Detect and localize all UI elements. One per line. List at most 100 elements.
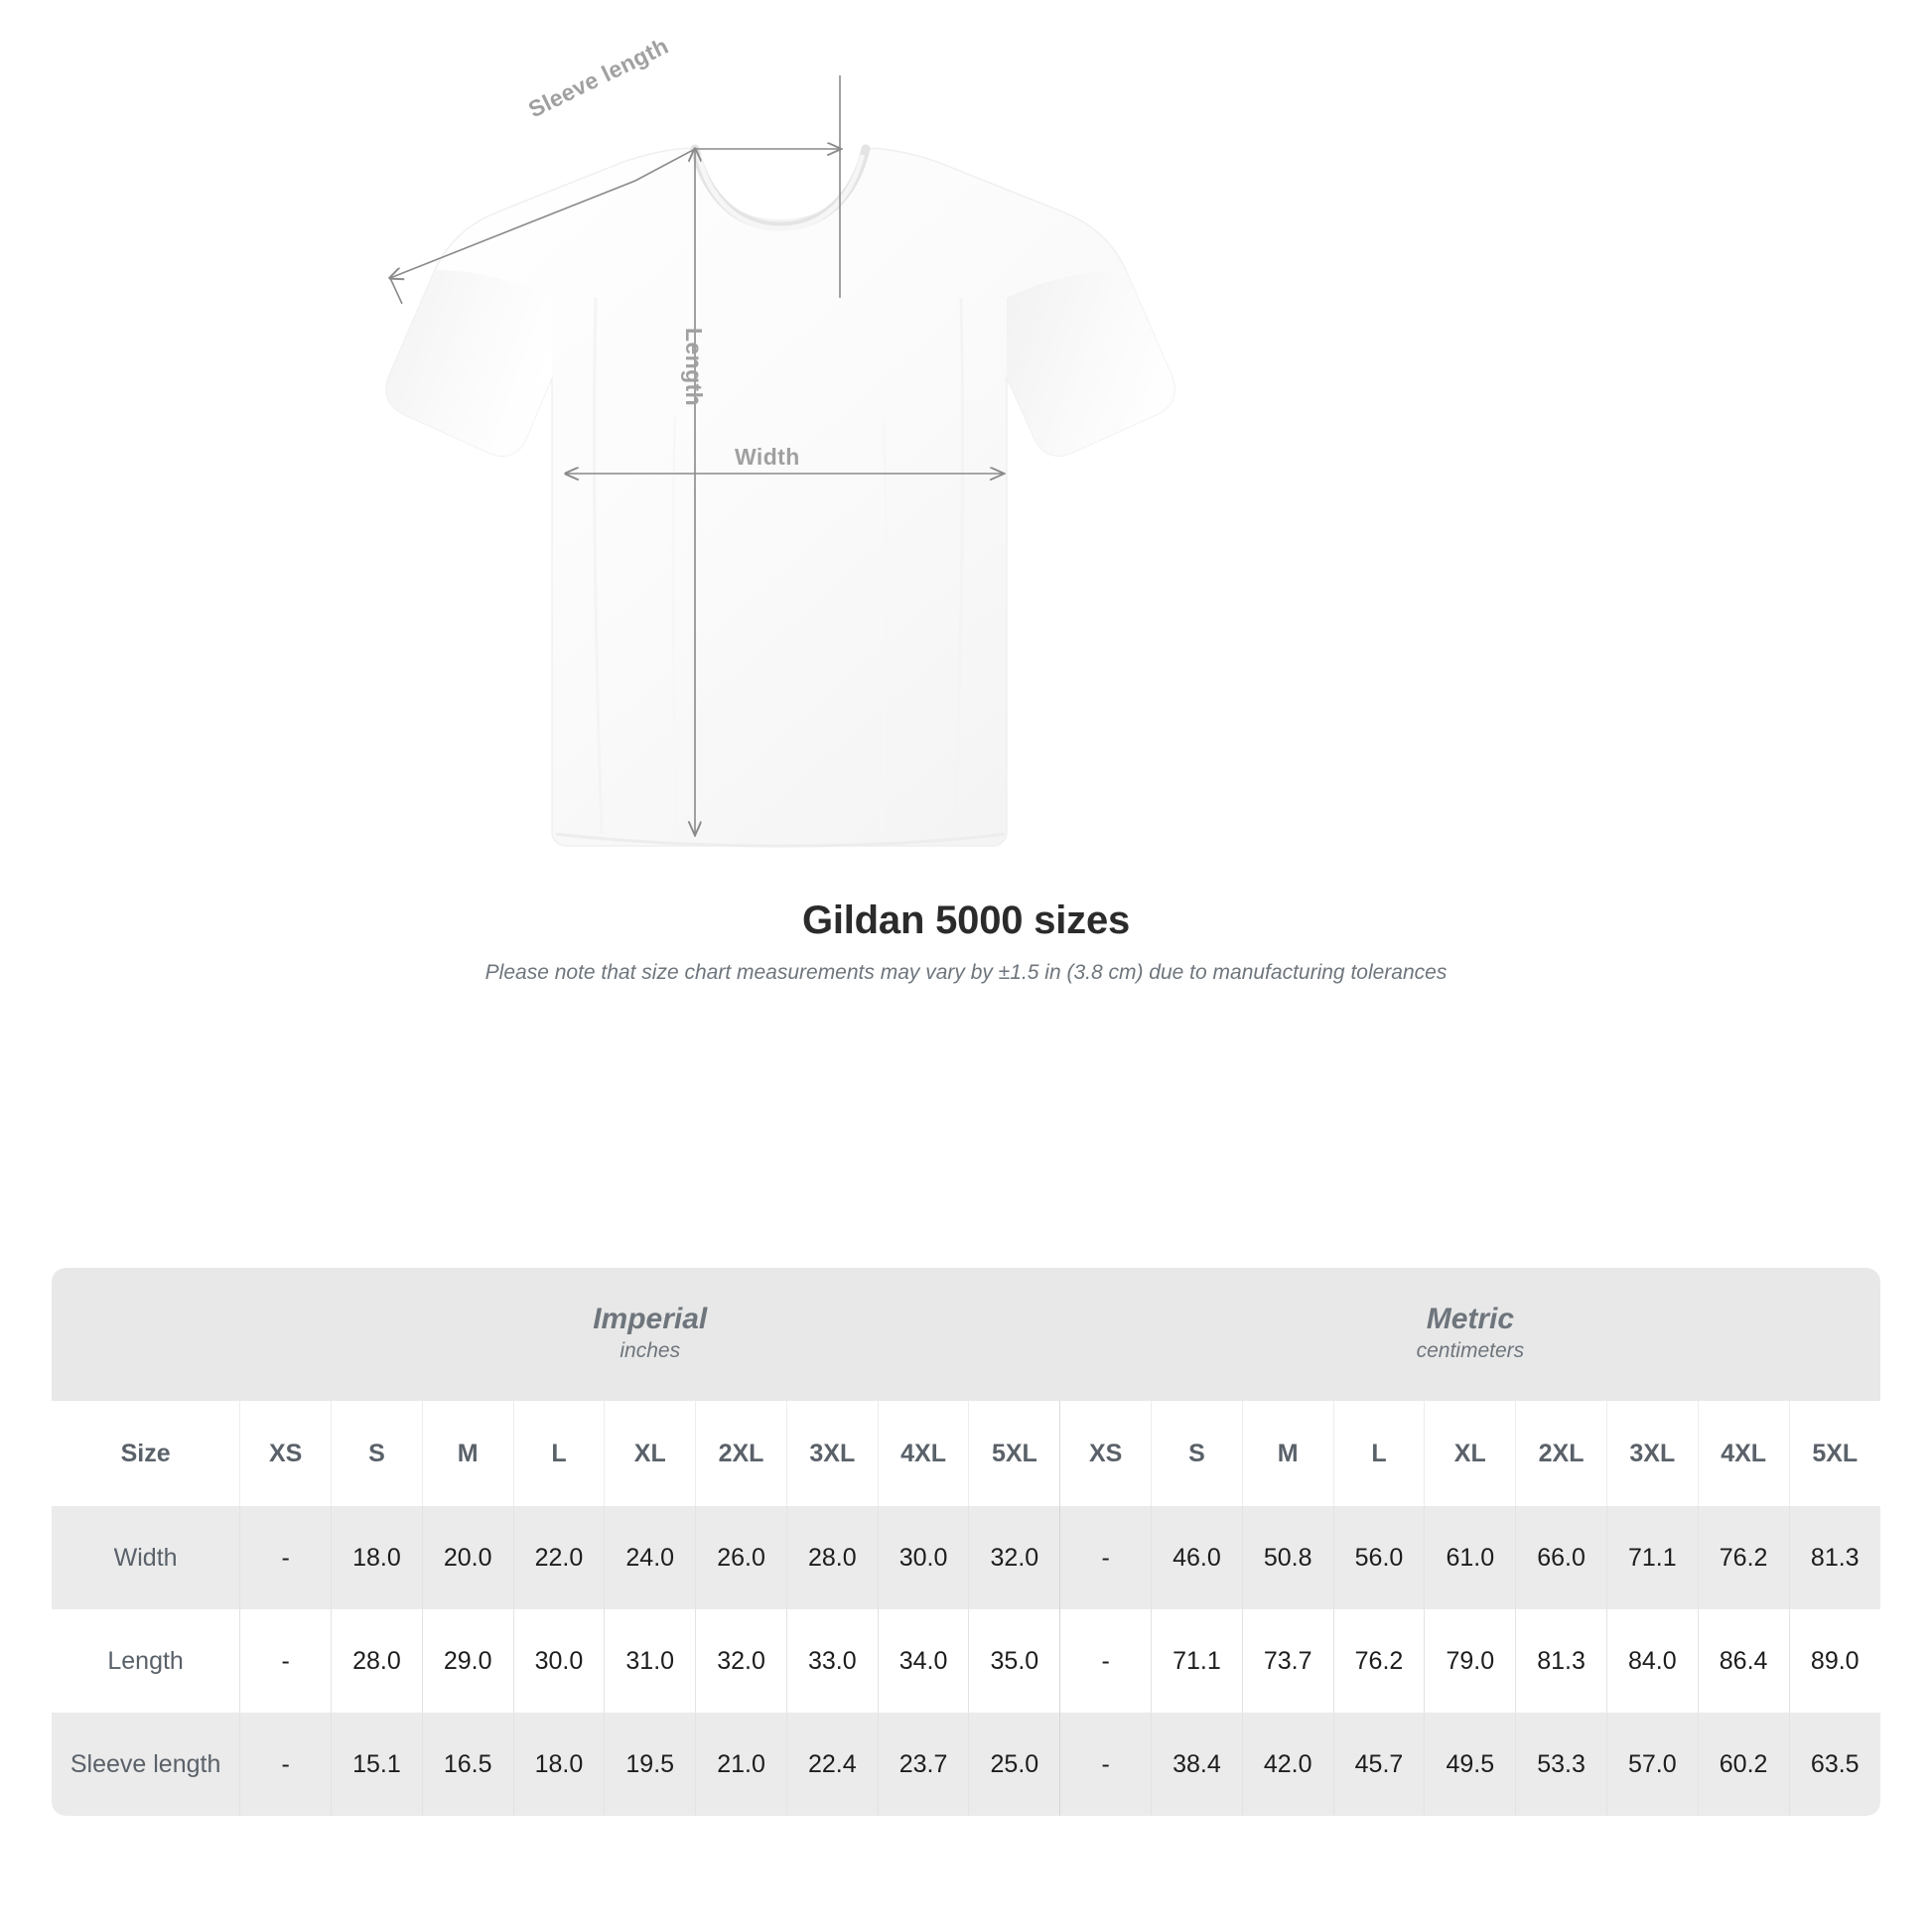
cell-value: 66.0 <box>1515 1506 1607 1609</box>
tshirt-shape <box>385 144 1175 848</box>
cell-value: 76.2 <box>1697 1506 1790 1609</box>
cell-value: 46.0 <box>1151 1506 1243 1609</box>
cell-value: 84.0 <box>1605 1609 1699 1713</box>
width-label: Width <box>735 444 800 470</box>
cell-value: 56.0 <box>1332 1506 1425 1609</box>
size-header-cell-metric-L: L <box>1332 1401 1425 1506</box>
size-header-cell-imperial-5XL: 5XL <box>968 1401 1060 1506</box>
cell-value: 50.8 <box>1241 1506 1334 1609</box>
table-row: Length -28.0 29.0 30.0 31.0 32.0 33.0 34.0 35.0-… <box>52 1609 1880 1713</box>
row-label-length: Length <box>52 1609 240 1713</box>
cell-value: 22.4 <box>785 1713 879 1816</box>
cell-value: 57.0 <box>1605 1713 1699 1816</box>
cell-value: 25.0 <box>968 1713 1060 1816</box>
cell-value: 34.0 <box>877 1609 969 1713</box>
cell-value: 20.0 <box>421 1506 514 1609</box>
cell-value: 28.0 <box>785 1506 879 1609</box>
sleeve-length-dimension <box>390 75 840 305</box>
cell-value: 81.3 <box>1788 1506 1880 1609</box>
cell-value: 32.0 <box>968 1506 1060 1609</box>
cell-value: 19.5 <box>604 1713 696 1816</box>
page-title: Gildan 5000 sizes <box>801 898 1131 942</box>
tolerance-note: Please note that size chart measurements… <box>484 961 1448 984</box>
cell-value: 30.0 <box>512 1609 605 1713</box>
cell-value: 71.1 <box>1151 1609 1243 1713</box>
size-header-cell-metric-M: M <box>1241 1401 1334 1506</box>
cell-value: 60.2 <box>1697 1713 1790 1816</box>
cell-value: 53.3 <box>1515 1713 1607 1816</box>
unit-group-sub: centimeters <box>1416 1338 1525 1362</box>
cell-value: - <box>239 1713 332 1816</box>
cell-value: 73.7 <box>1241 1609 1334 1713</box>
cell-value: 61.0 <box>1424 1506 1516 1609</box>
cell-value: 45.7 <box>1332 1713 1425 1816</box>
cell-value: 21.0 <box>695 1713 787 1816</box>
size-header-cell-imperial-M: M <box>421 1401 514 1506</box>
row-label-width: Width <box>52 1506 240 1609</box>
size-header-cell-metric-2XL: 2XL <box>1515 1401 1607 1506</box>
cell-value: 71.1 <box>1605 1506 1699 1609</box>
cell-value: 33.0 <box>785 1609 879 1713</box>
size-header-cell-imperial-XL: XL <box>604 1401 696 1506</box>
cell-value: 42.0 <box>1241 1713 1334 1816</box>
size-table-container: Imperial inches Metric centimeters Size XS S M L… <box>52 1268 1880 1816</box>
size-header-cell-metric-4XL: 4XL <box>1697 1401 1790 1506</box>
tshirt-diagram-svg <box>385 75 1175 848</box>
unit-group-name: Imperial <box>593 1302 708 1335</box>
size-header-cell-metric-3XL: 3XL <box>1605 1401 1699 1506</box>
unit-group-sub: inches <box>620 1338 681 1362</box>
cell-value: - <box>1059 1506 1152 1609</box>
size-header-cell-imperial-L: L <box>512 1401 605 1506</box>
title-block: Gildan 5000 sizes Please note that size … <box>0 898 1932 985</box>
cell-value: 31.0 <box>604 1609 696 1713</box>
size-header-cell-metric-5XL: 5XL <box>1788 1401 1880 1506</box>
unit-group-imperial: Imperial inches <box>239 1268 1060 1401</box>
cell-value: - <box>1059 1609 1152 1713</box>
size-header-cell-metric-XL: XL <box>1424 1401 1516 1506</box>
size-chart-table: Imperial inches Metric centimeters Size XS S M L… <box>52 1268 1880 1816</box>
cell-value: 30.0 <box>877 1506 969 1609</box>
cell-value: 81.3 <box>1515 1609 1607 1713</box>
length-label: Length <box>681 328 707 407</box>
size-header-cell-metric-S: S <box>1151 1401 1243 1506</box>
cell-value: 28.0 <box>331 1609 423 1713</box>
size-header-cell-imperial-2XL: 2XL <box>695 1401 787 1506</box>
row-label-sleeve-length: Sleeve length <box>52 1713 240 1816</box>
cell-value: 35.0 <box>968 1609 1060 1713</box>
cell-value: 22.0 <box>512 1506 605 1609</box>
cell-value: 79.0 <box>1424 1609 1516 1713</box>
cell-value: 16.5 <box>421 1713 514 1816</box>
cell-value: 76.2 <box>1332 1609 1425 1713</box>
cell-value: 18.0 <box>512 1713 605 1816</box>
cell-value: 49.5 <box>1424 1713 1516 1816</box>
cell-value: 29.0 <box>421 1609 514 1713</box>
cell-value: 15.1 <box>331 1713 423 1816</box>
cell-value: - <box>1059 1713 1152 1816</box>
cell-value: 24.0 <box>604 1506 696 1609</box>
cell-value: 18.0 <box>331 1506 423 1609</box>
cell-value: - <box>239 1506 332 1609</box>
cell-value: 63.5 <box>1788 1713 1880 1816</box>
unit-group-metric: Metric centimeters <box>1059 1268 1880 1401</box>
size-header-cell-imperial-S: S <box>331 1401 423 1506</box>
size-header-label: Size <box>52 1401 240 1506</box>
size-header-cell-imperial-4XL: 4XL <box>877 1401 969 1506</box>
cell-value: 38.4 <box>1151 1713 1243 1816</box>
size-header-cell-metric-XS: XS <box>1059 1401 1152 1506</box>
unit-header-row: Imperial inches Metric centimeters <box>52 1268 1880 1401</box>
size-header-row: Size XS S M L XL 2XL 3XL 4XL 5XL XS S M L XL 2XL 3XL 4XL 5… <box>52 1401 1880 1506</box>
cell-value: 89.0 <box>1788 1609 1880 1713</box>
unit-header-spacer <box>52 1268 240 1401</box>
cell-value: 32.0 <box>695 1609 787 1713</box>
cell-value: 26.0 <box>695 1506 787 1609</box>
size-header-cell-imperial-3XL: 3XL <box>785 1401 879 1506</box>
unit-group-name: Metric <box>1426 1302 1515 1335</box>
table-row: Width -18.0 20.0 22.0 24.0 26.0 28.0 30.0 32.0-4… <box>52 1506 1880 1609</box>
cell-value: 86.4 <box>1697 1609 1790 1713</box>
cell-value: 23.7 <box>877 1713 969 1816</box>
cell-value: - <box>239 1609 332 1713</box>
size-header-cell-imperial-XS: XS <box>239 1401 332 1506</box>
garment-illustration: Sleeve length Length Width <box>0 0 1932 894</box>
table-row: Sleeve length -15.1 16.5 18.0 19.5 21.0 22.4 23… <box>52 1713 1880 1816</box>
